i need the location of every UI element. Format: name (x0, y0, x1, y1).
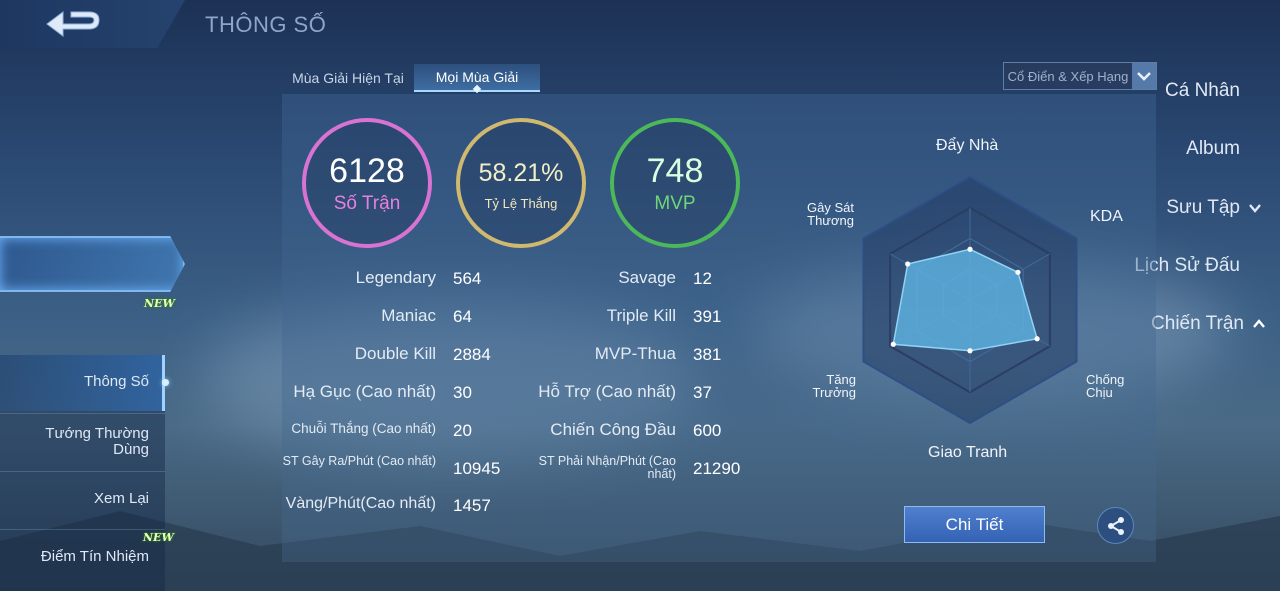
share-button[interactable] (1097, 507, 1134, 544)
subnav-item-diem-tin-nhiem[interactable]: Điểm Tín Nhiệm (40, 548, 149, 565)
divider (0, 471, 165, 472)
radar-axis-label: Gây Sát Thương (807, 200, 854, 228)
sidebar-item-lich-su-dau[interactable]: Lịch Sử Đấu (1134, 255, 1240, 277)
subnav-item-xem-lai[interactable]: Xem Lại (93, 490, 149, 507)
stat-value: 20 (453, 421, 472, 440)
stat-value: 391 (693, 307, 722, 326)
chevron-up-icon (1253, 319, 1265, 328)
stat-label: Hỗ Trợ (Cao nhất) (538, 382, 676, 401)
stat-label: Double Kill (354, 344, 436, 363)
radar-axis-label: Giao Tranh (928, 444, 1008, 461)
background-cloud (200, 300, 700, 460)
stat-value: 564 (453, 269, 482, 288)
radar-data-point (1015, 269, 1021, 275)
sidebar-active-highlight (0, 236, 185, 292)
share-icon (1107, 516, 1124, 535)
mode-select[interactable]: Cổ Điển & Xếp Hạng (1003, 62, 1157, 90)
sidebar-item-label: Sưu Tập (1166, 197, 1240, 218)
stat-value: 600 (693, 421, 722, 440)
stat-value: 37 (693, 383, 712, 402)
stat-label: ST Phải Nhận/Phút (Cao nhất) (538, 454, 676, 482)
radar-axis-label: Đẩy Nhà (936, 137, 999, 154)
stat-value: 30 (453, 383, 472, 402)
radar-data-point (967, 348, 973, 354)
stat-label: MVP-Thua (594, 344, 676, 363)
sidebar-item-label: Album (1186, 138, 1240, 159)
subnav-item-tuong-thuong-dung[interactable]: Tướng Thường Dùng (45, 425, 149, 458)
radar-axis-label: KDA (1090, 208, 1123, 225)
stat-value: 12 (693, 269, 712, 288)
stat-label: Vàng/Phút(Cao nhất) (285, 495, 436, 512)
radar-data-point (1034, 336, 1040, 342)
radar-data-point (890, 341, 896, 347)
background-mountains (0, 511, 1280, 591)
radar-axis-label: Chống Chịu (1086, 372, 1125, 400)
stat-value: 381 (693, 345, 722, 364)
subnav-item-thong-so[interactable]: Thông Số (83, 373, 149, 390)
mvp-label: MVP (654, 192, 696, 214)
matches-ring: 6128 Số Trận (302, 118, 432, 248)
sidebar-item-label: Cá Nhân (1165, 80, 1240, 101)
mvp-value: 748 (646, 151, 704, 190)
stat-label: Hạ Gục (Cao nhất) (293, 382, 436, 401)
stat-label: Chiến Công Đầu (550, 420, 676, 439)
win-rate-value: 58.21% (478, 159, 564, 187)
sidebar-item-label: Chiến Trận (1151, 313, 1244, 334)
stat-label: Maniac (381, 306, 436, 325)
sidebar-item-ca-nhan[interactable]: Cá Nhân (1165, 80, 1240, 102)
detail-button[interactable]: Chi Tiết (904, 506, 1045, 543)
stat-label: Chuỗi Thắng (Cao nhất) (291, 421, 436, 436)
subnav-active-highlight (0, 355, 165, 411)
divider (0, 529, 165, 530)
stat-value: 10945 (453, 459, 501, 478)
radar-axis-label: Tăng Trưởng (812, 372, 856, 400)
radar-chart (862, 175, 1078, 425)
win-rate-ring: 58.21% Tỷ Lệ Thắng (456, 118, 586, 248)
new-badge: NEW (144, 297, 175, 310)
matches-label: Số Trận (333, 192, 401, 214)
tab-all-seasons[interactable]: Mọi Mùa Giải (414, 64, 540, 92)
sidebar-item-suu-tap[interactable]: Sưu Tập (1166, 197, 1262, 219)
stat-label: ST Gây Ra/Phút (Cao nhất) (282, 454, 436, 468)
back-button[interactable] (0, 0, 185, 48)
stat-value: 21290 (693, 459, 741, 478)
sidebar-item-chien-tran[interactable]: Chiến Trận (1151, 313, 1266, 335)
radar-data-point (905, 261, 911, 267)
chevron-down-icon (1249, 204, 1261, 213)
stat-label: Triple Kill (606, 306, 676, 325)
stat-value: 2884 (453, 345, 491, 364)
sidebar-item-album[interactable]: Album (1186, 138, 1240, 160)
stat-value: 64 (453, 307, 472, 326)
divider (0, 413, 165, 414)
back-arrow-icon (45, 11, 100, 37)
win-rate-label: Tỷ Lệ Thắng (484, 196, 558, 211)
new-badge: NEW (143, 531, 174, 544)
active-dot-icon (162, 379, 169, 386)
mode-select-value: Cổ Điển & Xếp Hạng (1007, 68, 1129, 84)
stat-label: Savage (618, 268, 676, 287)
tab-current-season[interactable]: Mùa Giải Hiện Tại (292, 70, 404, 86)
radar-data-point (967, 246, 973, 252)
chevron-down-icon[interactable] (1132, 63, 1156, 89)
matches-value: 6128 (329, 151, 405, 190)
sidebar-item-label: Lịch Sử Đấu (1134, 255, 1240, 276)
mvp-ring: 748 MVP (610, 118, 740, 248)
stat-label: Legendary (355, 268, 436, 287)
stat-value: 1457 (453, 496, 491, 515)
page-title: THÔNG SỐ (205, 12, 327, 37)
